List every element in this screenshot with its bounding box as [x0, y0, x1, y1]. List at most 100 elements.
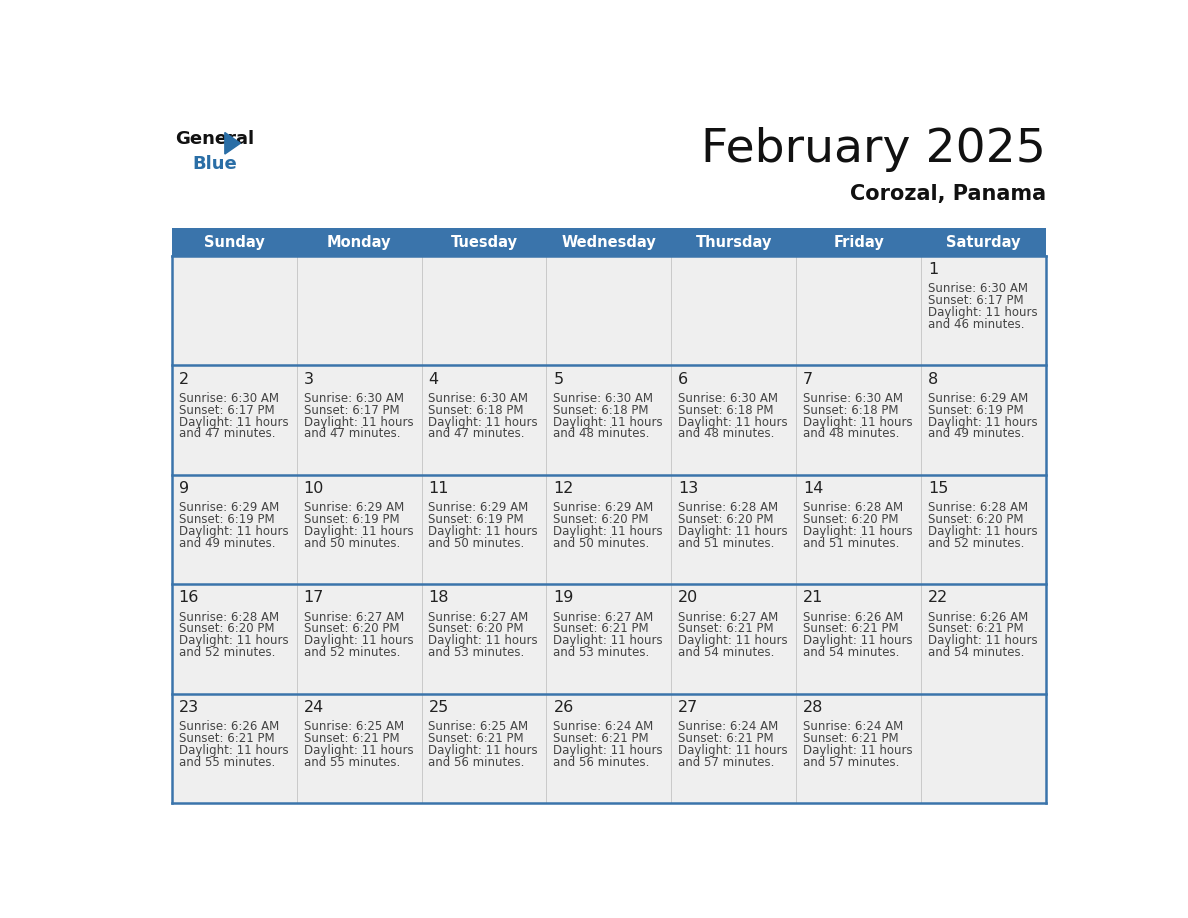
Text: Sunset: 6:21 PM: Sunset: 6:21 PM — [678, 732, 773, 744]
Text: Sunset: 6:21 PM: Sunset: 6:21 PM — [678, 622, 773, 635]
Bar — [546, 475, 671, 585]
Text: Daylight: 11 hours: Daylight: 11 hours — [554, 525, 663, 538]
Bar — [546, 694, 671, 803]
Text: Monday: Monday — [327, 234, 391, 250]
Text: Sunset: 6:19 PM: Sunset: 6:19 PM — [928, 404, 1024, 417]
Text: Sunrise: 6:25 AM: Sunrise: 6:25 AM — [304, 720, 404, 733]
Text: Sunset: 6:20 PM: Sunset: 6:20 PM — [429, 622, 524, 635]
Text: Saturday: Saturday — [947, 234, 1020, 250]
Text: Sunrise: 6:29 AM: Sunrise: 6:29 AM — [928, 392, 1029, 405]
Text: Sunset: 6:18 PM: Sunset: 6:18 PM — [678, 404, 773, 417]
Text: Sunrise: 6:30 AM: Sunrise: 6:30 AM — [429, 392, 529, 405]
Text: Sunset: 6:19 PM: Sunset: 6:19 PM — [178, 513, 274, 526]
Polygon shape — [225, 132, 240, 154]
Text: Sunrise: 6:24 AM: Sunrise: 6:24 AM — [554, 720, 653, 733]
Bar — [297, 228, 422, 256]
Text: Daylight: 11 hours: Daylight: 11 hours — [178, 634, 289, 647]
Bar — [546, 256, 671, 365]
Text: 20: 20 — [678, 590, 699, 606]
Text: 2: 2 — [178, 372, 189, 386]
Text: and 51 minutes.: and 51 minutes. — [803, 537, 899, 550]
Bar — [422, 228, 546, 256]
Text: February 2025: February 2025 — [701, 127, 1045, 172]
Text: Sunset: 6:21 PM: Sunset: 6:21 PM — [304, 732, 399, 744]
Text: Sunset: 6:20 PM: Sunset: 6:20 PM — [178, 622, 274, 635]
Text: and 54 minutes.: and 54 minutes. — [678, 646, 775, 659]
Text: Corozal, Panama: Corozal, Panama — [849, 185, 1045, 204]
Text: 18: 18 — [429, 590, 449, 606]
Text: Sunrise: 6:27 AM: Sunrise: 6:27 AM — [678, 610, 778, 623]
Text: Sunrise: 6:30 AM: Sunrise: 6:30 AM — [178, 392, 279, 405]
Text: and 47 minutes.: and 47 minutes. — [304, 428, 400, 441]
Bar — [671, 365, 796, 475]
Bar — [172, 585, 297, 694]
Text: Sunset: 6:21 PM: Sunset: 6:21 PM — [178, 732, 274, 744]
Text: and 57 minutes.: and 57 minutes. — [678, 756, 775, 768]
Text: 13: 13 — [678, 481, 699, 496]
Text: Daylight: 11 hours: Daylight: 11 hours — [178, 744, 289, 756]
Text: 24: 24 — [304, 700, 324, 715]
Text: Daylight: 11 hours: Daylight: 11 hours — [928, 306, 1037, 319]
Text: Sunrise: 6:29 AM: Sunrise: 6:29 AM — [304, 501, 404, 514]
Bar — [297, 256, 422, 365]
Text: 12: 12 — [554, 481, 574, 496]
Text: 1: 1 — [928, 263, 939, 277]
Text: Sunrise: 6:30 AM: Sunrise: 6:30 AM — [554, 392, 653, 405]
Text: 14: 14 — [803, 481, 823, 496]
Bar — [297, 585, 422, 694]
Text: Sunrise: 6:26 AM: Sunrise: 6:26 AM — [178, 720, 279, 733]
Text: Sunrise: 6:28 AM: Sunrise: 6:28 AM — [178, 610, 279, 623]
Text: Sunset: 6:21 PM: Sunset: 6:21 PM — [803, 622, 899, 635]
Bar — [671, 228, 796, 256]
Text: Sunrise: 6:29 AM: Sunrise: 6:29 AM — [429, 501, 529, 514]
Text: and 50 minutes.: and 50 minutes. — [429, 537, 525, 550]
Text: Sunset: 6:20 PM: Sunset: 6:20 PM — [803, 513, 898, 526]
Text: Sunrise: 6:28 AM: Sunrise: 6:28 AM — [678, 501, 778, 514]
Text: Friday: Friday — [833, 234, 884, 250]
Text: Daylight: 11 hours: Daylight: 11 hours — [678, 744, 788, 756]
Text: Sunrise: 6:25 AM: Sunrise: 6:25 AM — [429, 720, 529, 733]
Text: and 55 minutes.: and 55 minutes. — [178, 756, 274, 768]
Text: 6: 6 — [678, 372, 688, 386]
Text: and 56 minutes.: and 56 minutes. — [554, 756, 650, 768]
Text: and 53 minutes.: and 53 minutes. — [554, 646, 650, 659]
Text: Sunrise: 6:30 AM: Sunrise: 6:30 AM — [803, 392, 903, 405]
Text: Sunset: 6:18 PM: Sunset: 6:18 PM — [554, 404, 649, 417]
Bar — [796, 228, 921, 256]
Text: 27: 27 — [678, 700, 699, 715]
Text: 22: 22 — [928, 590, 948, 606]
Bar — [921, 694, 1045, 803]
Text: 16: 16 — [178, 590, 200, 606]
Text: Sunset: 6:17 PM: Sunset: 6:17 PM — [928, 294, 1024, 308]
Text: and 46 minutes.: and 46 minutes. — [928, 318, 1024, 331]
Text: Sunset: 6:20 PM: Sunset: 6:20 PM — [304, 622, 399, 635]
Text: and 48 minutes.: and 48 minutes. — [803, 428, 899, 441]
Text: 23: 23 — [178, 700, 198, 715]
Text: Daylight: 11 hours: Daylight: 11 hours — [678, 634, 788, 647]
Text: Daylight: 11 hours: Daylight: 11 hours — [803, 744, 912, 756]
Bar — [422, 694, 546, 803]
Text: Sunrise: 6:29 AM: Sunrise: 6:29 AM — [178, 501, 279, 514]
Text: 7: 7 — [803, 372, 814, 386]
Text: 10: 10 — [304, 481, 324, 496]
Text: Thursday: Thursday — [695, 234, 772, 250]
Bar — [297, 365, 422, 475]
Text: Sunrise: 6:24 AM: Sunrise: 6:24 AM — [803, 720, 903, 733]
Bar — [796, 475, 921, 585]
Text: and 51 minutes.: and 51 minutes. — [678, 537, 775, 550]
Text: 3: 3 — [304, 372, 314, 386]
Bar — [172, 475, 297, 585]
Bar — [172, 694, 297, 803]
Text: and 53 minutes.: and 53 minutes. — [429, 646, 525, 659]
Text: Daylight: 11 hours: Daylight: 11 hours — [928, 416, 1037, 429]
Text: 9: 9 — [178, 481, 189, 496]
Text: Tuesday: Tuesday — [450, 234, 518, 250]
Text: and 49 minutes.: and 49 minutes. — [178, 537, 276, 550]
Text: 4: 4 — [429, 372, 438, 386]
Text: Sunset: 6:19 PM: Sunset: 6:19 PM — [304, 513, 399, 526]
Text: Sunset: 6:19 PM: Sunset: 6:19 PM — [429, 513, 524, 526]
Bar — [546, 365, 671, 475]
Bar — [546, 585, 671, 694]
Text: and 54 minutes.: and 54 minutes. — [928, 646, 1024, 659]
Text: and 47 minutes.: and 47 minutes. — [178, 428, 276, 441]
